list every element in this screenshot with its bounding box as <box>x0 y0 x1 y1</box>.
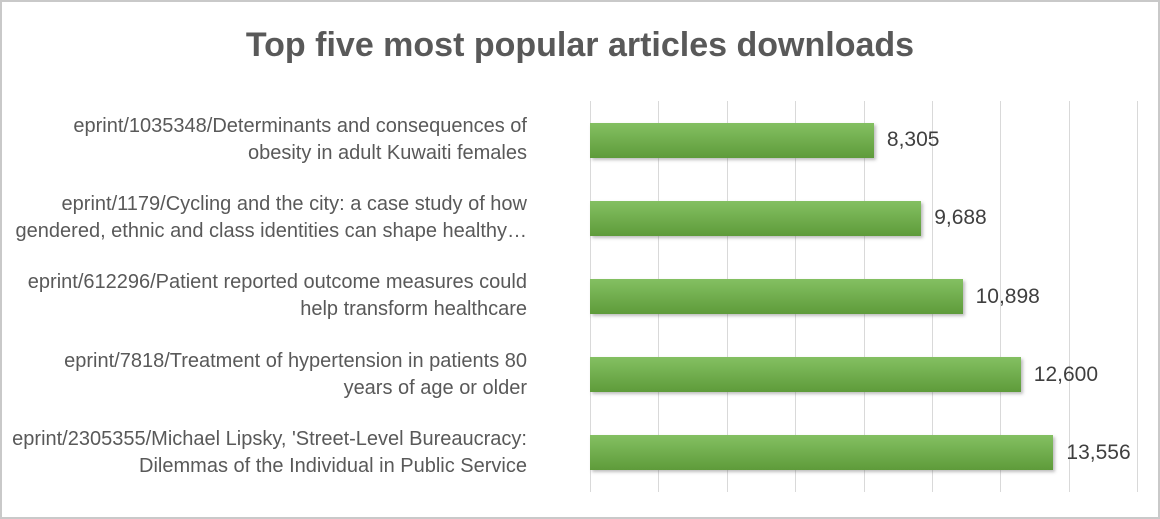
category-axis-labels: eprint/1035348/Determinants and conseque… <box>2 101 572 492</box>
category-label-line: obesity in adult Kuwaiti females <box>247 142 527 165</box>
gridline <box>1068 101 1070 492</box>
value-label: 13,556 <box>1066 440 1131 464</box>
category-label: eprint/1179/Cycling and the city: a case… <box>2 179 572 257</box>
category-label: eprint/2305355/Michael Lipsky, 'Street-L… <box>2 414 572 492</box>
category-label-line: help transform healthcare <box>300 298 527 321</box>
value-label: 10,898 <box>975 284 1040 308</box>
category-label-line: eprint/1179/Cycling and the city: a case… <box>61 193 527 216</box>
bar <box>590 357 1021 393</box>
bar <box>590 122 874 158</box>
category-label-line: years of age or older <box>343 376 527 399</box>
chart-title: Top five most popular articles downloads <box>245 26 915 64</box>
gridline <box>1137 101 1138 492</box>
category-label-line: eprint/7818/Treatment of hypertension in… <box>64 349 527 372</box>
category-label-line: eprint/2305355/Michael Lipsky, 'Street-L… <box>12 427 527 450</box>
bar <box>590 200 922 236</box>
plot-area: 8,305 9,688 10,898 12,600 13,556 <box>590 101 1138 492</box>
value-label: 8,305 <box>886 128 940 152</box>
bar <box>590 435 1054 471</box>
category-label: eprint/612296/Patient reported outcome m… <box>2 257 572 335</box>
category-label: eprint/7818/Treatment of hypertension in… <box>2 336 572 414</box>
category-label-line: eprint/1035348/Determinants and conseque… <box>73 115 527 138</box>
category-label-line: gendered, ethnic and class identities ca… <box>15 220 527 243</box>
category-label: eprint/1035348/Determinants and conseque… <box>2 101 572 179</box>
category-label-line: Dilemmas of the Individual in Public Ser… <box>139 454 527 477</box>
gridline <box>1000 101 1002 492</box>
value-label: 12,600 <box>1033 362 1099 386</box>
value-label: 9,688 <box>934 206 987 230</box>
bar <box>590 279 963 314</box>
category-label-line: eprint/612296/Patient reported outcome m… <box>27 271 527 294</box>
